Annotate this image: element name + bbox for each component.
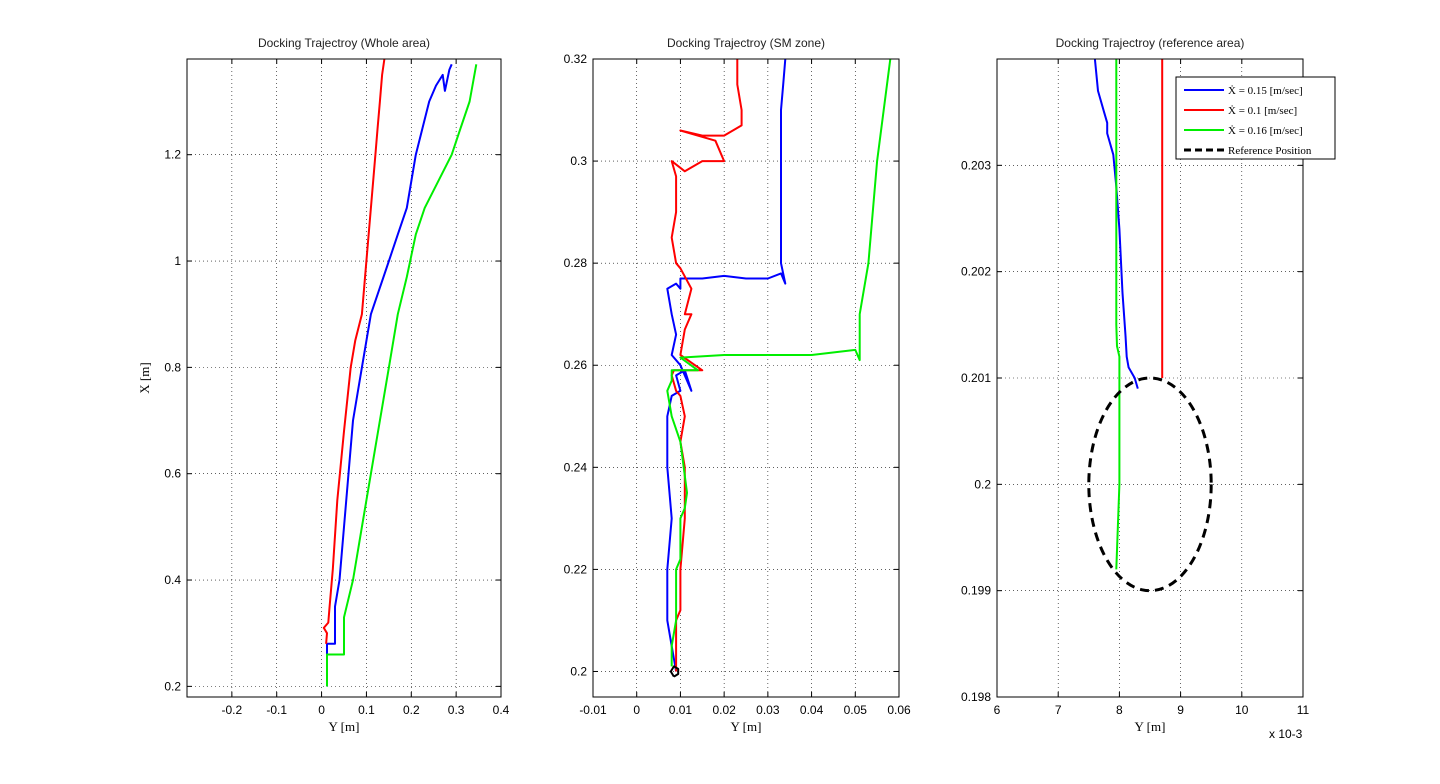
series-line-1 — [670, 59, 743, 672]
legend-entry: Ẋ = 0.15 [m/sec] — [1184, 85, 1303, 97]
x-tick-label: 0.3 — [448, 703, 465, 717]
legend-entry: Ẋ = 0.16 [m/sec] — [1184, 125, 1303, 137]
series-line-1 — [322, 59, 386, 644]
series-reference-ellipse — [1087, 376, 1213, 593]
x-tick-label: 7 — [1055, 703, 1062, 717]
legend-entry: Ẋ = 0.1 [m/sec] — [1184, 105, 1297, 117]
series-line-0 — [666, 59, 787, 672]
x-tick-label: -0.01 — [579, 703, 607, 717]
subplot-sm-zone: -0.01 0 0.01 0.02 0.03 0.04 0.05 0.06 0.2 0.22 0.2… — [564, 36, 911, 734]
x-axis-multiplier: x 10-3 — [1269, 727, 1303, 741]
series-line-0 — [1093, 59, 1139, 389]
y-tick-label: 0.6 — [164, 467, 181, 481]
x-axis-label: Y [m] — [1135, 719, 1166, 734]
series-line-0 — [326, 63, 453, 687]
chart-title: Docking Trajectroy (Whole area) — [258, 36, 430, 50]
y-tick-label: 0.28 — [564, 256, 588, 270]
legend-label: Reference Position — [1228, 145, 1312, 157]
y-tick-label: 0.4 — [164, 573, 181, 587]
y-tick-label: 0.26 — [564, 358, 588, 372]
subplot-whole-area: -0.2 -0.1 0 0.1 0.2 0.3 0.4 0.2 0.4 0.6 0.8 1 1.2 Do… — [137, 36, 510, 734]
y-tick-label: 0.201 — [961, 371, 991, 385]
x-tick-label: 0.04 — [800, 703, 824, 717]
x-tick-label: 0.05 — [844, 703, 868, 717]
y-tick-label: 0.202 — [961, 265, 991, 279]
x-tick-label: 11 — [1297, 703, 1310, 717]
series-line-2 — [666, 59, 892, 667]
x-tick-label: 9 — [1177, 703, 1184, 717]
chart-title: Docking Trajectroy (reference area) — [1056, 36, 1245, 50]
x-axis-label: Y [m] — [329, 719, 360, 734]
x-axis-label: Y [m] — [731, 719, 762, 734]
x-tick-label: 8 — [1116, 703, 1123, 717]
subplot-reference-area: 6 7 8 9 10 11 0.198 0.199 0.2 0.201 0.202 0.203 Doc… — [961, 36, 1336, 741]
x-tick-label: -0.1 — [266, 703, 287, 717]
legend-entry: Reference Position — [1184, 145, 1312, 157]
x-tick-label: 0.4 — [493, 703, 510, 717]
x-tick-label: 6 — [994, 703, 1001, 717]
y-tick-label: 1 — [174, 254, 181, 268]
x-tick-label: 0.2 — [403, 703, 420, 717]
legend-label: Ẋ = 0.15 [m/sec] — [1228, 85, 1303, 97]
x-tick-label: 0.06 — [887, 703, 911, 717]
legend-label: Ẋ = 0.1 [m/sec] — [1228, 105, 1297, 117]
x-tick-label: 0.01 — [669, 703, 693, 717]
series-line-3 — [669, 665, 680, 678]
x-tick-label: 0.1 — [358, 703, 375, 717]
y-tick-label: 0.199 — [961, 584, 991, 598]
x-tick-label: 0.02 — [712, 703, 736, 717]
x-tick-label: 10 — [1235, 703, 1249, 717]
x-tick-label: -0.2 — [222, 703, 243, 717]
series-line-2 — [1115, 59, 1121, 570]
y-tick-label: 0.2 — [164, 679, 181, 693]
series-line-2 — [326, 64, 478, 687]
y-tick-label: 0.24 — [564, 460, 588, 474]
y-tick-label: 0.8 — [164, 360, 181, 374]
y-tick-label: 0.3 — [570, 154, 587, 168]
y-axis-label: X [m] — [137, 362, 152, 393]
x-tick-label: 0 — [633, 703, 640, 717]
y-tick-label: 0.32 — [564, 52, 588, 66]
x-tick-label: 0 — [318, 703, 325, 717]
legend: Ẋ = 0.15 [m/sec] Ẋ = 0.1 [m/sec] Ẋ = 0.1… — [1175, 76, 1336, 160]
y-tick-label: 0.22 — [564, 562, 588, 576]
y-tick-label: 0.2 — [570, 664, 587, 678]
legend-label: Ẋ = 0.16 [m/sec] — [1228, 125, 1303, 137]
y-tick-label: 1.2 — [164, 148, 181, 162]
chart-title: Docking Trajectroy (SM zone) — [667, 36, 825, 50]
y-tick-label: 0.2 — [974, 477, 991, 491]
y-tick-label: 0.203 — [961, 158, 991, 172]
y-tick-label: 0.198 — [961, 690, 991, 704]
x-tick-label: 0.03 — [756, 703, 780, 717]
